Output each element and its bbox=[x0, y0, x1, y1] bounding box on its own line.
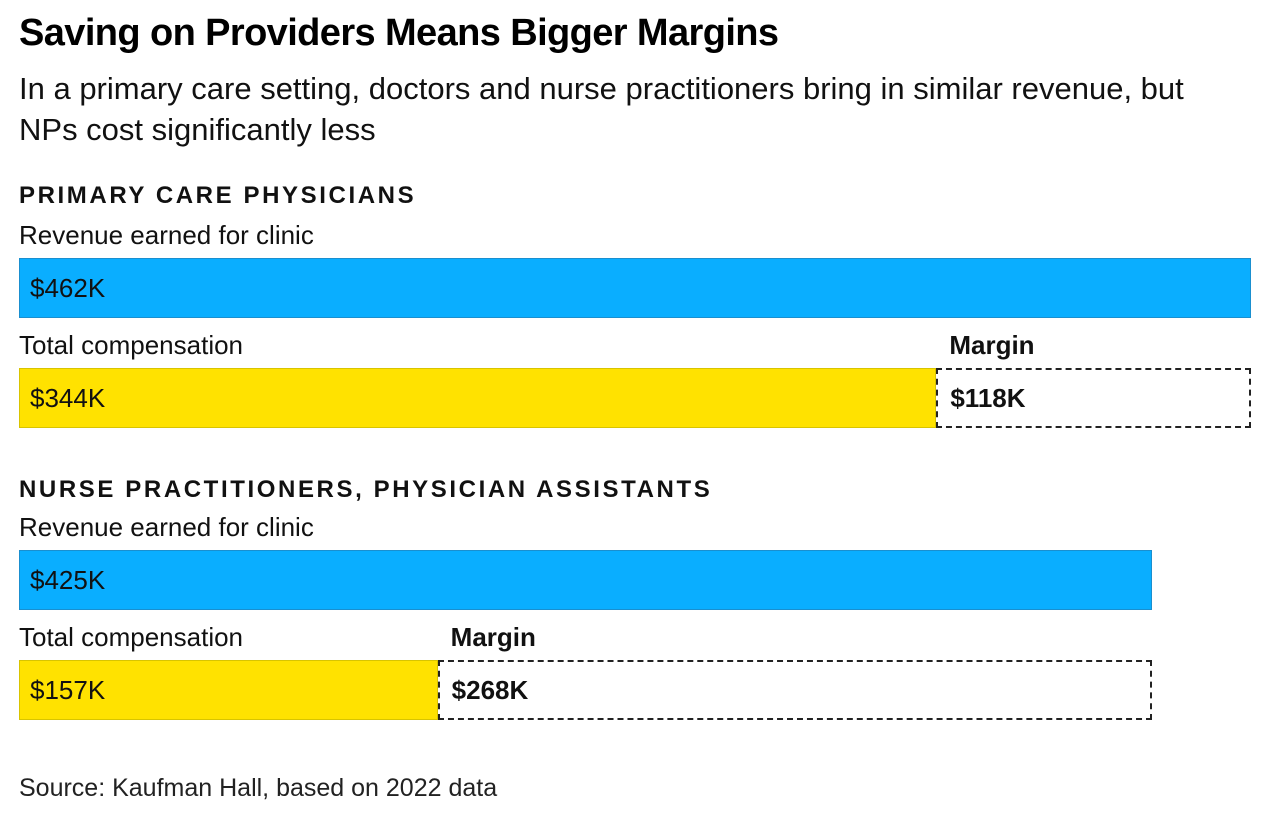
compensation-row-label: Total compensation bbox=[19, 622, 244, 652]
source-note: Source: Kaufman Hall, based on 2022 data bbox=[19, 774, 498, 802]
compensation-row-label: Total compensation bbox=[19, 330, 244, 360]
margin-heading: Margin bbox=[949, 330, 1035, 360]
physicians-section: PRIMARY CARE PHYSICIANS Revenue earned f… bbox=[0, 182, 1270, 452]
revenue-row-label: Revenue earned for clinic bbox=[19, 220, 314, 250]
margin-heading: Margin bbox=[450, 622, 536, 652]
compensation-bar: $344K bbox=[19, 368, 937, 428]
section-heading: NURSE PRACTITIONERS, PHYSICIAN ASSISTANT… bbox=[19, 476, 713, 503]
chart-title: Saving on Providers Means Bigger Margins bbox=[19, 12, 779, 54]
revenue-bar: $462K bbox=[19, 258, 1251, 318]
revenue-bar: $425K bbox=[19, 550, 1153, 610]
revenue-row-label: Revenue earned for clinic bbox=[19, 512, 314, 542]
compensation-bar: $157K bbox=[19, 660, 438, 720]
margin-bar: $118K bbox=[936, 368, 1251, 428]
margin-bar: $268K bbox=[437, 660, 1153, 720]
nurse-practitioners-section: NURSE PRACTITIONERS, PHYSICIAN ASSISTANT… bbox=[0, 476, 1270, 746]
section-heading: PRIMARY CARE PHYSICIANS bbox=[19, 182, 417, 209]
chart-subtitle: In a primary care setting, doctors and n… bbox=[19, 71, 1184, 147]
